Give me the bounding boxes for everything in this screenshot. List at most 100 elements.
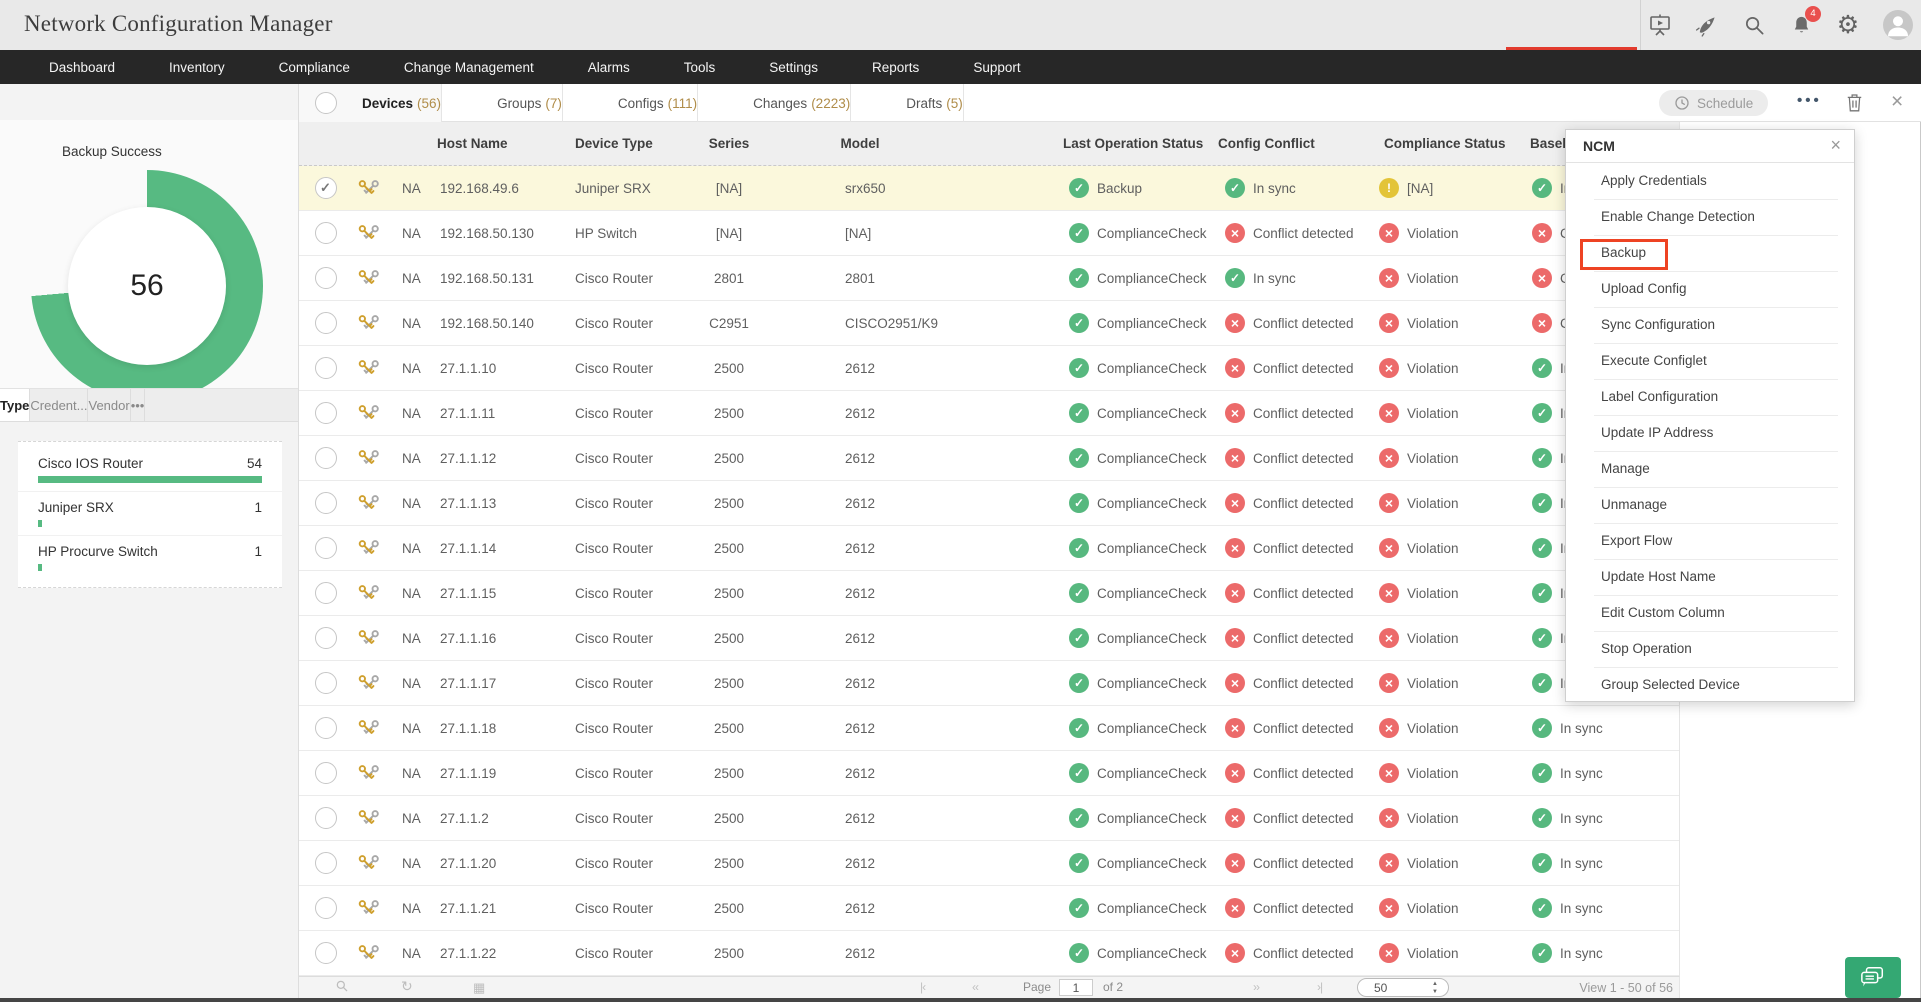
row-host-name[interactable]: 27.1.1.19 [440, 751, 496, 795]
schedule-button[interactable]: Schedule [1659, 90, 1768, 116]
table-row[interactable]: NA 27.1.1.20 Cisco Router 2500 2612 ✓ Co… [299, 841, 1679, 886]
select-all-checkbox[interactable] [315, 92, 337, 114]
user-avatar[interactable] [1883, 10, 1913, 40]
table-row[interactable]: NA 27.1.1.10 Cisco Router 2500 2612 ✓ Co… [299, 346, 1679, 391]
table-row[interactable]: NA 27.1.1.2 Cisco Router 2500 2612 ✓ Com… [299, 796, 1679, 841]
row-host-name[interactable]: 27.1.1.15 [440, 571, 496, 615]
menu-item[interactable]: Manage [1566, 451, 1854, 487]
view-tab[interactable]: Changes(2223) [698, 84, 851, 122]
nav-item[interactable]: Alarms [561, 60, 657, 75]
row-host-name[interactable]: 27.1.1.12 [440, 436, 496, 480]
row-checkbox[interactable] [315, 267, 337, 289]
row-host-name[interactable]: 27.1.1.11 [440, 391, 495, 435]
col-series[interactable]: Series [694, 136, 764, 151]
row-checkbox[interactable] [315, 582, 337, 604]
search-icon[interactable] [1742, 13, 1766, 37]
next-page-button[interactable]: ›› [1253, 980, 1259, 994]
row-host-name[interactable]: 27.1.1.21 [440, 886, 496, 930]
view-tab[interactable]: Groups(7) [442, 84, 563, 122]
menu-item[interactable]: Upload Config [1566, 271, 1854, 307]
row-checkbox[interactable] [315, 627, 337, 649]
sidebar-tab[interactable]: Type [0, 389, 30, 421]
prev-page-button[interactable]: ‹‹ [972, 980, 978, 994]
menu-item[interactable]: Export Flow [1566, 523, 1854, 559]
row-checkbox[interactable] [315, 807, 337, 829]
row-checkbox[interactable] [315, 312, 337, 334]
table-row[interactable]: NA 27.1.1.22 Cisco Router 2500 2612 ✓ Co… [299, 931, 1679, 976]
table-row[interactable]: NA 192.168.50.140 Cisco Router C2951 CIS… [299, 301, 1679, 346]
nav-item[interactable]: Reports [845, 60, 946, 75]
table-row[interactable]: NA 27.1.1.18 Cisco Router 2500 2612 ✓ Co… [299, 706, 1679, 751]
device-type-item[interactable]: Juniper SRX 1 [18, 491, 282, 527]
view-tab[interactable]: Drafts(5) [851, 84, 964, 122]
menu-item[interactable]: Update Host Name [1566, 559, 1854, 595]
sidebar-tab[interactable]: ••• [131, 389, 146, 421]
menu-item[interactable]: Execute Configlet [1566, 343, 1854, 379]
row-host-name[interactable]: 27.1.1.16 [440, 616, 496, 660]
row-host-name[interactable]: 192.168.49.6 [440, 166, 519, 210]
menu-item[interactable]: Unmanage [1566, 487, 1854, 523]
notifications-bell-icon[interactable]: 4 [1789, 13, 1813, 37]
row-host-name[interactable]: 192.168.50.131 [440, 256, 534, 300]
last-page-button[interactable]: ›| [1317, 980, 1322, 994]
col-baseline[interactable]: Basel [1530, 136, 1566, 151]
table-row[interactable]: NA 192.168.50.131 Cisco Router 2801 2801… [299, 256, 1679, 301]
row-checkbox[interactable] [315, 942, 337, 964]
row-checkbox[interactable] [315, 897, 337, 919]
row-checkbox[interactable] [315, 852, 337, 874]
col-model[interactable]: Model [827, 136, 893, 151]
row-checkbox[interactable] [315, 492, 337, 514]
page-size-select[interactable]: 50 ▲▼ [1357, 978, 1449, 997]
table-row[interactable]: NA 27.1.1.12 Cisco Router 2500 2612 ✓ Co… [299, 436, 1679, 481]
table-row[interactable]: NA 27.1.1.16 Cisco Router 2500 2612 ✓ Co… [299, 616, 1679, 661]
row-checkbox[interactable] [315, 177, 337, 199]
refresh-icon[interactable]: ↻ [401, 978, 413, 995]
table-row[interactable]: NA 192.168.49.6 Juniper SRX [NA] srx650 … [299, 166, 1679, 211]
nav-item[interactable]: Tools [657, 60, 743, 75]
menu-item[interactable]: Label Configuration [1566, 379, 1854, 415]
row-host-name[interactable]: 27.1.1.17 [440, 661, 496, 705]
nav-item[interactable]: Dashboard [22, 60, 142, 75]
row-host-name[interactable]: 27.1.1.2 [440, 796, 489, 840]
settings-gear-icon[interactable]: ⚙ [1836, 13, 1860, 37]
row-checkbox[interactable] [315, 357, 337, 379]
device-type-item[interactable]: Cisco IOS Router 54 [18, 448, 282, 483]
grid-view-icon[interactable]: ▦ [473, 980, 485, 996]
footer-search-icon[interactable] [335, 979, 349, 993]
table-row[interactable]: NA 27.1.1.13 Cisco Router 2500 2612 ✓ Co… [299, 481, 1679, 526]
row-checkbox[interactable] [315, 717, 337, 739]
menu-item[interactable]: Group Selected Device [1566, 667, 1854, 703]
row-host-name[interactable]: 27.1.1.13 [440, 481, 496, 525]
row-host-name[interactable]: 192.168.50.130 [440, 211, 534, 255]
row-checkbox[interactable] [315, 762, 337, 784]
col-config-conflict[interactable]: Config Conflict [1218, 136, 1315, 151]
table-row[interactable]: NA 192.168.50.130 HP Switch [NA] [NA] ✓ … [299, 211, 1679, 256]
row-checkbox[interactable] [315, 672, 337, 694]
row-checkbox[interactable] [315, 222, 337, 244]
row-host-name[interactable]: 27.1.1.18 [440, 706, 496, 750]
table-row[interactable]: NA 27.1.1.11 Cisco Router 2500 2612 ✓ Co… [299, 391, 1679, 436]
presentation-icon[interactable] [1648, 13, 1672, 37]
device-type-item[interactable]: HP Procurve Switch 1 [18, 535, 282, 571]
table-row[interactable]: NA 27.1.1.21 Cisco Router 2500 2612 ✓ Co… [299, 886, 1679, 931]
row-host-name[interactable]: 27.1.1.14 [440, 526, 496, 570]
menu-item[interactable]: Stop Operation [1566, 631, 1854, 667]
col-last-operation-status[interactable]: Last Operation Status [1063, 136, 1203, 151]
table-row[interactable]: NA 27.1.1.15 Cisco Router 2500 2612 ✓ Co… [299, 571, 1679, 616]
more-actions-button[interactable]: ••• [1797, 92, 1822, 109]
row-checkbox[interactable] [315, 537, 337, 559]
table-row[interactable]: NA 27.1.1.14 Cisco Router 2500 2612 ✓ Co… [299, 526, 1679, 571]
nav-item[interactable]: Inventory [142, 60, 252, 75]
nav-item[interactable]: Change Management [377, 60, 561, 75]
col-compliance-status[interactable]: Compliance Status [1384, 136, 1506, 151]
menu-close-icon[interactable]: × [1830, 135, 1841, 156]
menu-item[interactable]: Enable Change Detection [1566, 199, 1854, 235]
first-page-button[interactable]: |‹ [920, 980, 925, 994]
menu-item[interactable]: Update IP Address [1566, 415, 1854, 451]
nav-item[interactable]: Compliance [252, 60, 377, 75]
col-host-name[interactable]: Host Name [437, 136, 508, 151]
nav-item[interactable]: Settings [742, 60, 845, 75]
delete-icon[interactable] [1845, 92, 1864, 113]
menu-item[interactable]: Backup [1566, 235, 1854, 271]
page-input[interactable] [1059, 979, 1093, 996]
